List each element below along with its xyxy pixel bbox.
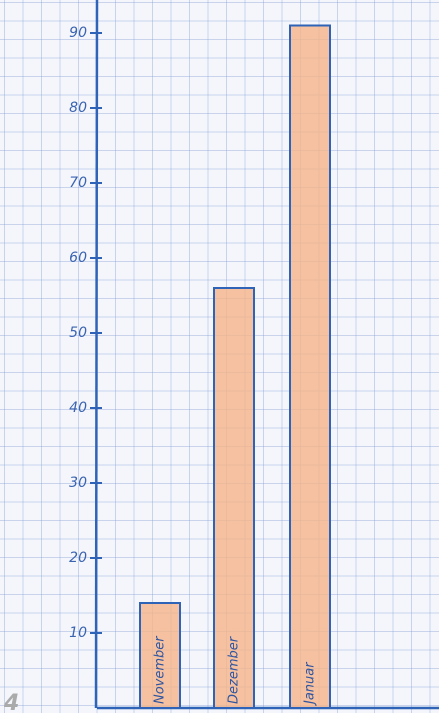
y-tick-label: 70	[69, 175, 87, 191]
y-tick-label: 40	[69, 400, 87, 416]
bar	[139, 602, 181, 709]
y-axis	[94, 0, 99, 709]
y-tick-label: 30	[69, 475, 87, 491]
y-tick-label: 50	[69, 325, 87, 341]
y-tick-label: 60	[69, 250, 87, 266]
y-tick-label: 90	[69, 25, 87, 41]
category-label: Januar	[303, 661, 318, 707]
y-tick-label: 10	[69, 625, 87, 641]
category-label: November	[153, 635, 168, 704]
y-tick-label: 80	[69, 100, 87, 116]
bar	[213, 287, 255, 709]
y-tick-label: 20	[69, 550, 87, 566]
category-label: Dezember	[227, 635, 242, 704]
bar	[289, 24, 331, 709]
page-number: 4	[3, 691, 19, 713]
